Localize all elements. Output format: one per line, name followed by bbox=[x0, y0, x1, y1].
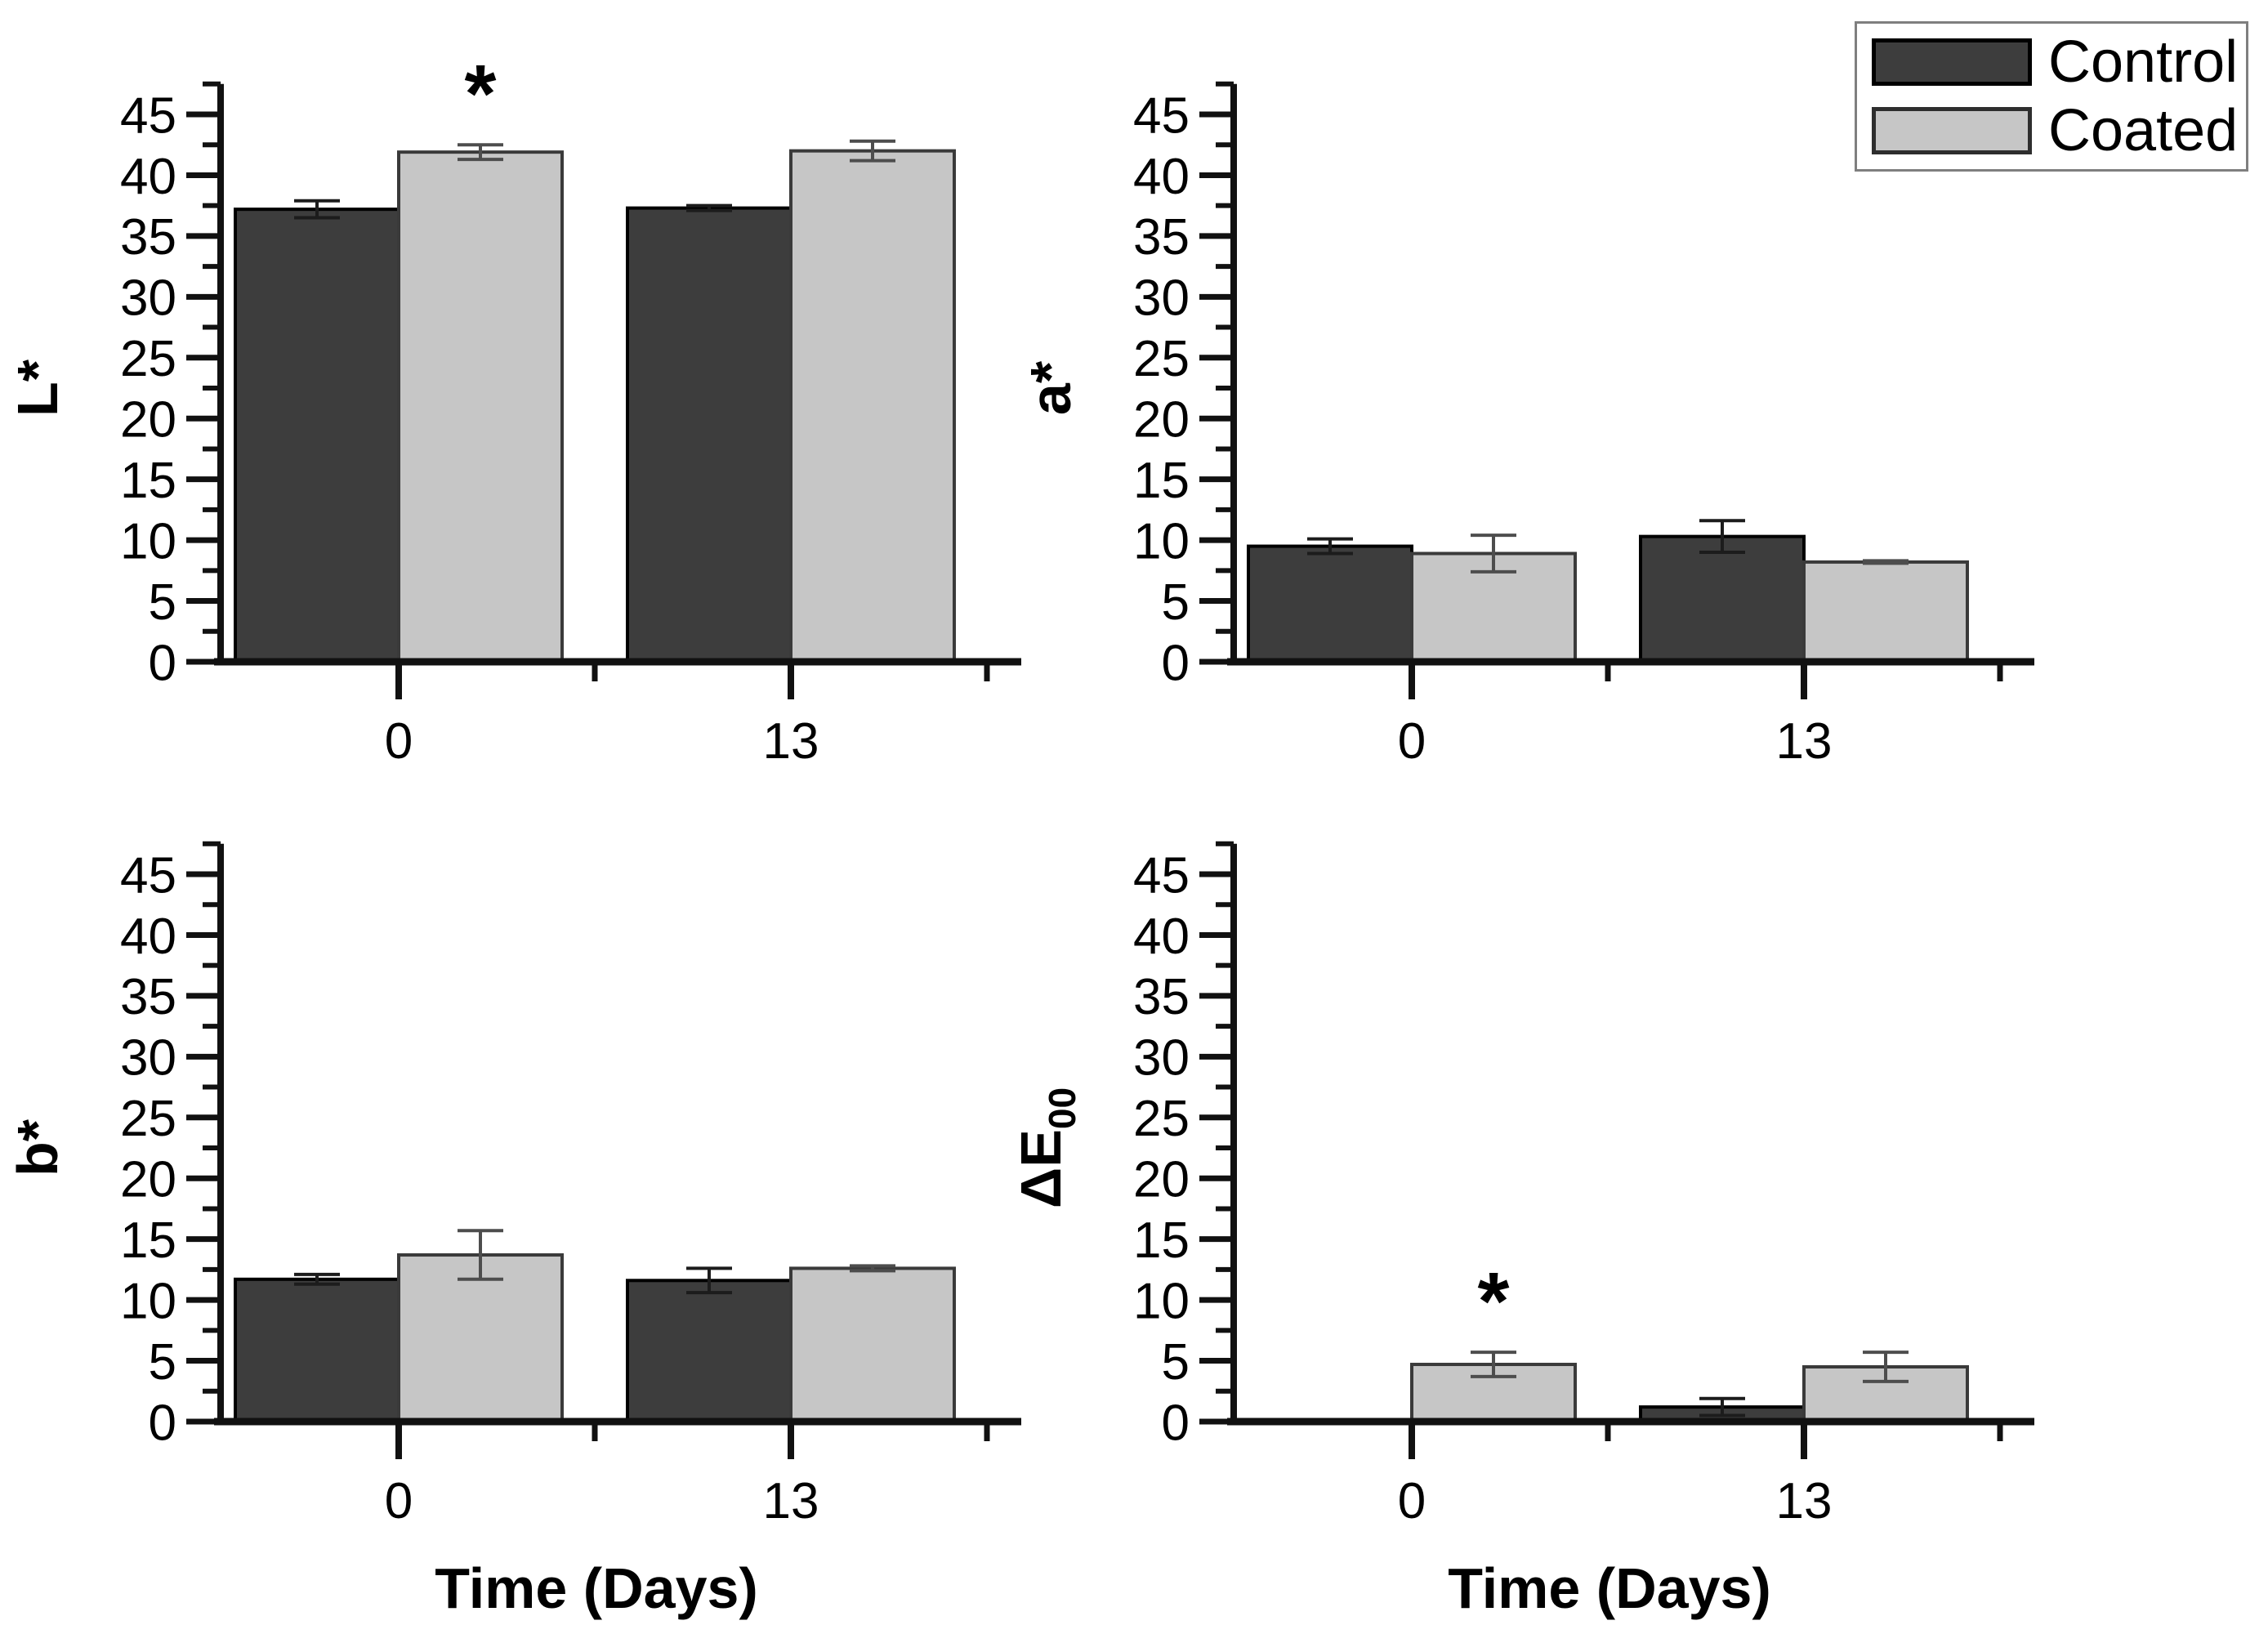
bar-coated-day0 bbox=[397, 150, 564, 663]
error-bar-coated-day0 bbox=[458, 143, 503, 162]
y-tick-label: 35 bbox=[120, 969, 176, 1025]
error-bar-coated-day0 bbox=[1471, 534, 1516, 574]
y-tick-label: 15 bbox=[120, 1212, 176, 1269]
legend-label-control: Control bbox=[2048, 29, 2239, 96]
y-tick-label: 5 bbox=[1162, 1334, 1190, 1391]
x-axis-title: Time (Days) bbox=[1448, 1556, 1771, 1620]
y-tick-label: 35 bbox=[1133, 969, 1190, 1025]
bar-control-day13 bbox=[1639, 534, 1806, 664]
error-bar-coated-day13 bbox=[1863, 1351, 1909, 1383]
y-tick-label: 25 bbox=[120, 331, 176, 387]
y-tick-label: 5 bbox=[149, 574, 176, 631]
y-tick-label: 45 bbox=[1133, 847, 1190, 904]
y-tick-label: 20 bbox=[1133, 392, 1190, 449]
y-axis-title: ΔE00 bbox=[1009, 1087, 1083, 1208]
y-tick-label: 40 bbox=[120, 909, 176, 965]
y-tick-label: 15 bbox=[1133, 1212, 1190, 1269]
x-tick-label: 13 bbox=[763, 1473, 819, 1529]
y-tick-label: 15 bbox=[1133, 453, 1190, 509]
y-tick-label: 30 bbox=[120, 1030, 176, 1087]
bar-coated-day0 bbox=[397, 1253, 564, 1423]
y-tick-label: 45 bbox=[120, 87, 176, 144]
y-tick-label: 25 bbox=[1133, 1091, 1190, 1147]
y-tick-label: 45 bbox=[120, 847, 176, 904]
error-bar-control-day0 bbox=[1307, 537, 1353, 556]
significance-asterisk: * bbox=[1478, 1256, 1510, 1347]
y-tick-label: 20 bbox=[120, 392, 176, 449]
y-tick-label: 10 bbox=[1133, 1273, 1190, 1329]
bar-control-day0 bbox=[234, 1277, 400, 1424]
legend-item-coated: Coated bbox=[1872, 101, 2246, 160]
bar-control-day0 bbox=[234, 208, 400, 663]
x-tick-label: 0 bbox=[385, 713, 413, 770]
error-bar-control-day0 bbox=[294, 1272, 340, 1286]
legend-swatch-control-icon bbox=[1872, 38, 2032, 87]
y-axis-title: a* bbox=[1019, 360, 1083, 415]
legend: Control Coated bbox=[1855, 21, 2248, 172]
y-tick-label: 35 bbox=[1133, 209, 1190, 266]
error-bar-control-day13 bbox=[1699, 1396, 1745, 1418]
error-bar-coated-day13 bbox=[1863, 559, 1909, 565]
x-tick-label: 13 bbox=[1776, 1473, 1833, 1529]
y-tick-label: 30 bbox=[120, 270, 176, 327]
bar-control-day13 bbox=[626, 206, 792, 663]
y-tick-label: 5 bbox=[1162, 574, 1190, 631]
error-bar-control-day0 bbox=[294, 199, 340, 220]
error-bar-coated-day0 bbox=[1471, 1351, 1516, 1378]
y-tick-label: 0 bbox=[149, 635, 176, 691]
y-tick-label: 45 bbox=[1133, 87, 1190, 144]
legend-label-coated: Coated bbox=[2048, 97, 2239, 163]
y-tick-label: 40 bbox=[120, 149, 176, 205]
y-tick-label: 0 bbox=[1162, 1395, 1190, 1451]
y-tick-label: 25 bbox=[1133, 331, 1190, 387]
y-tick-label: 25 bbox=[120, 1091, 176, 1147]
y-tick-label: 30 bbox=[1133, 270, 1190, 327]
y-tick-label: 10 bbox=[120, 513, 176, 569]
legend-item-control: Control bbox=[1872, 33, 2246, 92]
error-bar-control-day13 bbox=[686, 203, 732, 212]
y-tick-label: 10 bbox=[1133, 513, 1190, 569]
x-tick-label: 0 bbox=[385, 1473, 413, 1529]
significance-asterisk: * bbox=[465, 48, 497, 140]
legend-swatch-coated-icon bbox=[1872, 106, 2032, 154]
bar-control-day0 bbox=[1247, 544, 1413, 663]
bar-coated-day13 bbox=[789, 1266, 956, 1424]
error-bar-control-day13 bbox=[686, 1266, 732, 1295]
y-tick-label: 0 bbox=[149, 1395, 176, 1451]
y-tick-label: 20 bbox=[1133, 1152, 1190, 1208]
y-tick-label: 5 bbox=[149, 1334, 176, 1391]
bar-coated-day13 bbox=[789, 149, 956, 663]
y-tick-label: 10 bbox=[120, 1273, 176, 1329]
y-tick-label: 15 bbox=[120, 453, 176, 509]
y-tick-label: 35 bbox=[120, 209, 176, 266]
x-tick-label: 13 bbox=[763, 713, 819, 770]
error-bar-coated-day13 bbox=[850, 1264, 895, 1273]
bar-control-day13 bbox=[626, 1279, 792, 1424]
y-tick-label: 40 bbox=[1133, 909, 1190, 965]
x-tick-label: 0 bbox=[1398, 713, 1426, 770]
y-tick-label: 40 bbox=[1133, 149, 1190, 205]
x-tick-label: 0 bbox=[1398, 1473, 1426, 1529]
y-axis-title: L* bbox=[6, 359, 69, 417]
y-tick-label: 0 bbox=[1162, 635, 1190, 691]
error-bar-coated-day0 bbox=[458, 1229, 503, 1281]
bar-coated-day13 bbox=[1802, 560, 1969, 664]
error-bar-control-day13 bbox=[1699, 519, 1745, 554]
y-axis-title: b* bbox=[6, 1118, 69, 1176]
y-tick-label: 20 bbox=[120, 1152, 176, 1208]
error-bar-coated-day13 bbox=[850, 139, 895, 163]
x-axis-title: Time (Days) bbox=[435, 1556, 758, 1620]
x-tick-label: 13 bbox=[1776, 713, 1833, 770]
y-tick-label: 30 bbox=[1133, 1030, 1190, 1087]
